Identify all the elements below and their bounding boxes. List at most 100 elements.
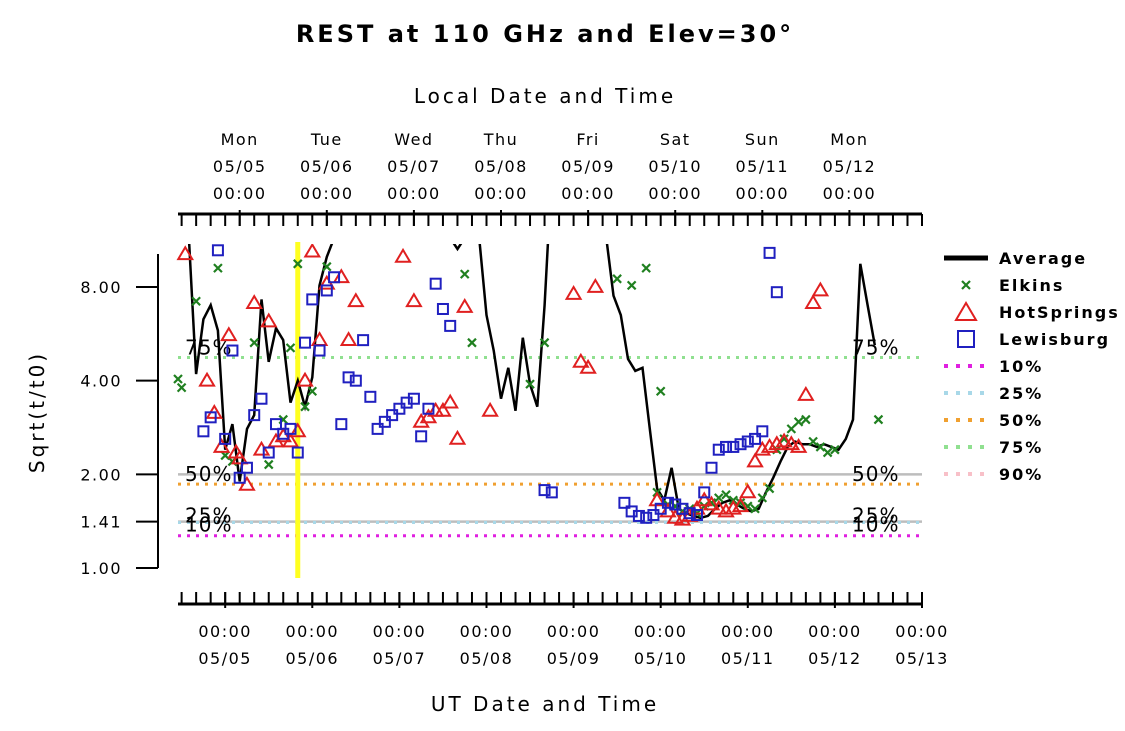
x-stroke: [815, 442, 826, 452]
hotsprings-point: [220, 326, 238, 342]
top-tick-date: 05/07: [387, 157, 441, 176]
x-stroke: [525, 379, 535, 389]
elkins-point: [459, 269, 470, 279]
percentile-label: 75%: [185, 335, 232, 359]
legend-label: 10%: [999, 357, 1043, 376]
hotsprings-point: [412, 412, 430, 428]
elkins-point: [285, 343, 296, 353]
x-stroke: [626, 280, 637, 291]
x-stroke: [655, 386, 666, 396]
bottom-tick-time: 00:00: [285, 622, 339, 641]
hotsprings-point: [648, 491, 666, 507]
x-stroke: [459, 269, 470, 279]
hotsprings-point: [724, 499, 743, 515]
top-tick-time: 00:00: [648, 184, 702, 203]
elkins-point: [213, 263, 223, 273]
hotsprings-point: [296, 371, 314, 387]
lewisburg-point: [211, 244, 224, 257]
legend-label: 25%: [999, 384, 1043, 403]
lewisburg-point: [357, 334, 370, 347]
elkins-point: [764, 483, 775, 494]
legend-label: Average: [999, 249, 1087, 268]
lewisburg-point: [720, 440, 733, 453]
hotsprings-point: [347, 292, 365, 308]
hotsprings-point: [332, 268, 351, 284]
top-tick-date: 05/06: [300, 157, 354, 176]
legend-label: 50%: [999, 411, 1043, 430]
elkins-point: [808, 436, 818, 447]
legend-symbol-hotsprings: [954, 301, 978, 321]
x-stroke: [539, 337, 550, 348]
hotsprings-point: [717, 502, 735, 518]
x-stroke: [322, 261, 332, 272]
bottom-tick-date: 05/07: [373, 649, 427, 668]
hotsprings-point: [230, 449, 249, 465]
hotsprings-point: [753, 440, 772, 456]
elkins-point: [191, 296, 201, 307]
percentile-label: 50%: [185, 462, 232, 486]
lewisburg-point: [378, 415, 391, 428]
lewisburg-point: [299, 336, 312, 349]
lewisburg-point: [690, 509, 703, 522]
plot-series: [173, 244, 884, 526]
bottom-tick-date: 05/11: [721, 649, 775, 668]
elkins-point: [655, 386, 666, 396]
hotsprings-point: [405, 292, 423, 308]
elkins-point: [307, 386, 318, 396]
hotsprings-point: [702, 495, 721, 511]
elkins-point: [300, 401, 310, 412]
hotsprings-point: [238, 475, 256, 491]
legend: Average Elkins HotSprings Lewisburg 10% 25% 50…: [944, 249, 1120, 484]
top-tick-day: Thu: [483, 130, 519, 149]
hotsprings-point: [811, 281, 830, 297]
lewisburg-point: [683, 507, 696, 520]
elkins-point: [525, 379, 535, 389]
bottom-tick-time: 00:00: [373, 622, 427, 641]
elkins-point: [626, 280, 637, 291]
elkins-point: [721, 489, 731, 500]
hotsprings-point: [481, 401, 499, 417]
chart-title: REST at 110 GHz and Elev=30°: [296, 20, 794, 48]
elkins-point: [263, 459, 274, 470]
hotsprings-point: [782, 435, 801, 451]
top-tick-date: 05/05: [213, 157, 267, 176]
hotsprings-point: [739, 483, 757, 499]
hotsprings-point: [198, 371, 216, 387]
y-tick-label: 1.00: [80, 559, 122, 578]
average-series-line: [187, 244, 334, 482]
elkins-point: [793, 417, 804, 427]
percentile-label: 50%: [852, 462, 899, 486]
hotsprings-point: [797, 385, 815, 401]
lewisburg-point: [233, 471, 246, 484]
hotsprings-point: [259, 312, 278, 328]
lewisburg-point: [284, 422, 297, 435]
lewisburg-point: [756, 425, 769, 438]
top-tick-date: 05/08: [474, 157, 528, 176]
bottom-axis-title: UT Date and Time: [431, 692, 659, 716]
hotsprings-point: [710, 499, 728, 515]
elkins-point: [539, 337, 550, 348]
hotsprings-point: [666, 508, 684, 524]
top-tick-time: 00:00: [213, 184, 267, 203]
x-stroke: [641, 263, 651, 273]
hotsprings-point: [281, 432, 300, 448]
legend-label: 90%: [999, 465, 1043, 484]
x-stroke: [721, 489, 731, 500]
lewisburg-point: [741, 435, 754, 448]
lewisburg-point: [661, 496, 674, 509]
legend-label: Elkins: [999, 276, 1064, 295]
bottom-tick-date: 05/06: [285, 649, 339, 668]
hotsprings-point: [586, 278, 605, 293]
x-stroke: [750, 504, 760, 514]
legend-label: 75%: [999, 438, 1043, 457]
bottom-tick-time: 00:00: [808, 622, 862, 641]
legend-label: HotSprings: [999, 303, 1120, 322]
lewisburg-point: [400, 396, 413, 409]
lewisburg-point: [306, 293, 319, 306]
hotsprings-point: [252, 440, 271, 456]
axes: 1.00 1.41 2.00 4.00 8.00 Mon 05/05 00:00 Tue 05/0…: [80, 130, 947, 668]
lewisburg-point: [386, 409, 399, 422]
lewisburg-point: [429, 277, 442, 290]
top-tick-time: 00:00: [300, 184, 354, 203]
hotsprings-point: [564, 284, 583, 300]
